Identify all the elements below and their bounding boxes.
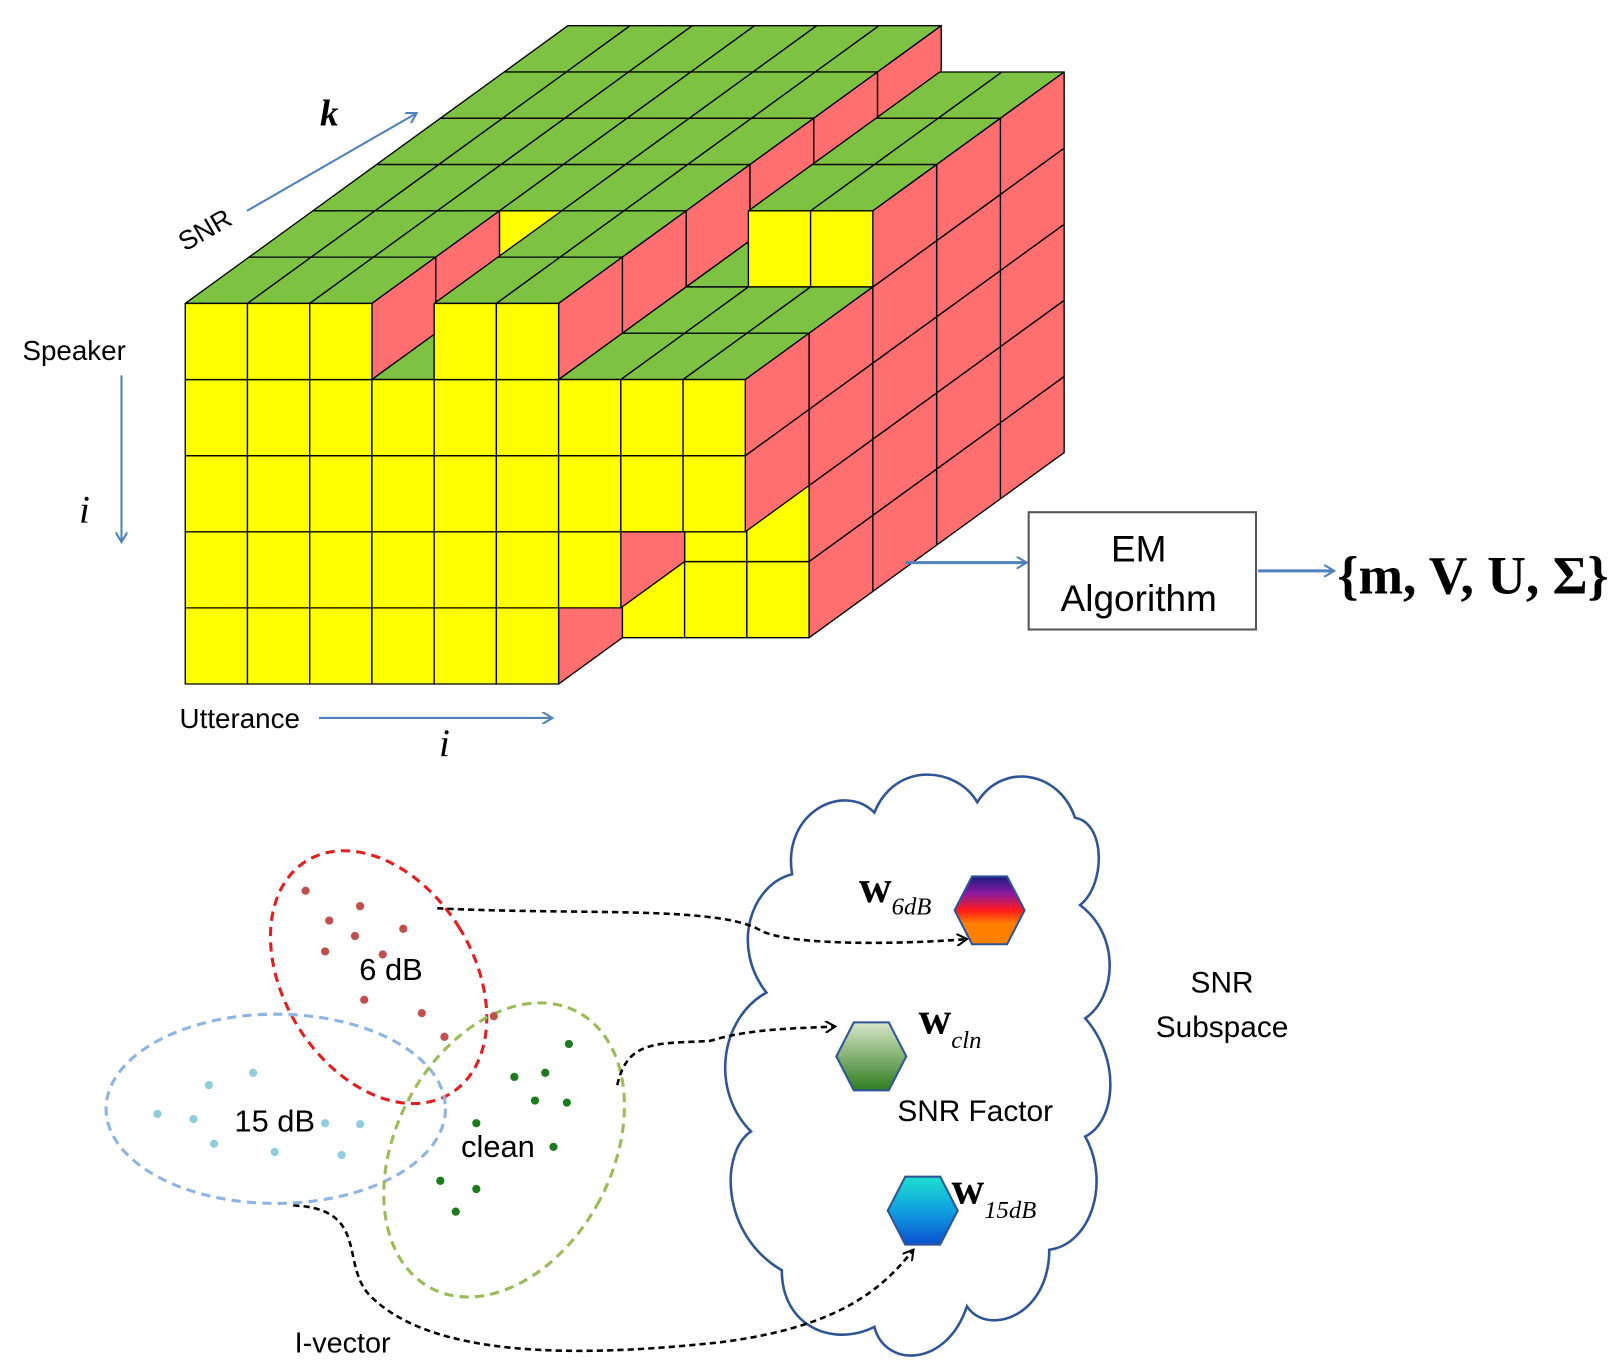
front-face	[434, 303, 496, 379]
front-face	[310, 532, 372, 608]
front-face	[310, 380, 372, 456]
front-face	[559, 380, 621, 456]
row-label: Speaker	[22, 335, 125, 366]
dot	[490, 1012, 498, 1020]
factor-symbol: w	[952, 1163, 985, 1213]
dot	[440, 1033, 448, 1041]
subspace-cloud	[725, 775, 1110, 1356]
dot	[337, 1151, 345, 1159]
cluster-label: 15 dB	[234, 1103, 315, 1138]
dot	[472, 1119, 480, 1127]
dot	[549, 1143, 557, 1151]
em-line: Algorithm	[1061, 577, 1217, 619]
front-face	[496, 456, 558, 532]
front-face	[748, 211, 810, 287]
dot	[399, 925, 407, 933]
front-face	[434, 608, 496, 684]
front-face	[310, 303, 372, 379]
dot	[356, 902, 364, 910]
cluster-label: 6 dB	[359, 952, 422, 987]
em-line: EM	[1111, 528, 1167, 570]
row-symbol: i	[79, 489, 90, 532]
dot	[565, 1040, 573, 1048]
subspace-label: SNR	[1191, 967, 1254, 1000]
front-face	[747, 562, 809, 638]
dot	[510, 1073, 518, 1081]
factor-subscript: cln	[951, 1027, 981, 1054]
dot	[301, 887, 309, 895]
front-face	[372, 608, 434, 684]
output-params: {m, V, U, Σ}	[1337, 545, 1608, 605]
dot	[271, 1148, 279, 1156]
front-face	[496, 380, 558, 456]
dot	[452, 1208, 460, 1216]
front-face	[434, 456, 496, 532]
dot	[325, 916, 333, 924]
dot	[205, 1081, 213, 1089]
front-face	[434, 532, 496, 608]
snr-factor-label: SNR Factor	[897, 1095, 1053, 1128]
dot	[153, 1110, 161, 1118]
front-face	[621, 456, 683, 532]
front-face	[372, 456, 434, 532]
dot	[360, 996, 368, 1004]
dot	[531, 1096, 539, 1104]
front-face	[247, 456, 309, 532]
dots	[153, 887, 573, 1216]
factor-symbol: w	[919, 994, 952, 1044]
dot	[472, 1185, 480, 1193]
dot	[541, 1069, 549, 1077]
diagram: k SNR Speaker i Utterance i EM Algorithm…	[0, 0, 1613, 1368]
front-face	[247, 532, 309, 608]
front-face	[496, 608, 558, 684]
depth-label: SNR	[173, 203, 237, 257]
factor-subscript: 6dB	[892, 893, 932, 920]
factor-subscript: 15dB	[984, 1197, 1036, 1224]
front-face	[247, 380, 309, 456]
dot	[249, 1069, 257, 1077]
front-face	[185, 608, 247, 684]
depth-symbol: k	[320, 93, 339, 134]
page: {"top":{"depth_axis_symbol":"k","depth_a…	[0, 0, 1613, 1368]
front-face	[559, 456, 621, 532]
front-face	[372, 532, 434, 608]
dot	[351, 932, 359, 940]
front-face	[185, 532, 247, 608]
dot	[189, 1115, 197, 1123]
front-face	[247, 303, 309, 379]
front-face	[685, 562, 747, 638]
dot	[210, 1140, 218, 1148]
dot	[563, 1099, 571, 1107]
front-face	[683, 380, 745, 456]
front-face	[372, 380, 434, 456]
data-cube	[185, 26, 1064, 684]
front-face	[621, 380, 683, 456]
subspace-label: Subspace	[1156, 1011, 1289, 1044]
front-face	[496, 303, 558, 379]
front-face	[185, 456, 247, 532]
front-face	[683, 456, 745, 532]
dot	[321, 947, 329, 955]
factor-symbol: w	[859, 862, 892, 912]
dot	[321, 1119, 329, 1127]
dot	[436, 1177, 444, 1185]
front-face	[559, 532, 621, 608]
front-face	[811, 211, 873, 287]
front-face	[434, 380, 496, 456]
front-face	[185, 380, 247, 456]
front-face	[496, 532, 558, 608]
dot	[418, 1009, 426, 1017]
dot	[356, 1120, 364, 1128]
front-face	[185, 303, 247, 379]
front-face	[310, 608, 372, 684]
front-face	[310, 456, 372, 532]
ivector-label: I-vector	[295, 1328, 391, 1360]
front-face	[247, 608, 309, 684]
cluster-label: clean	[461, 1129, 535, 1164]
column-label: Utterance	[180, 703, 300, 734]
column-symbol: i	[439, 722, 450, 765]
